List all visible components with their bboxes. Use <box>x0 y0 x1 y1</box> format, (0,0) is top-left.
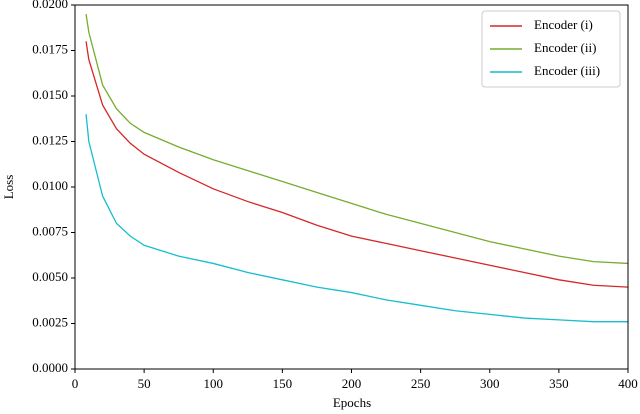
legend-label: Encoder (iii) <box>534 63 600 78</box>
y-tick-label: 0.0100 <box>32 178 68 193</box>
legend-label: Encoder (i) <box>534 17 593 32</box>
x-tick-label: 350 <box>549 376 569 391</box>
x-tick-label: 250 <box>411 376 431 391</box>
series-line <box>85 14 629 265</box>
x-tick-label: 300 <box>480 376 500 391</box>
legend-label: Encoder (ii) <box>534 40 596 55</box>
y-tick-label: 0.0050 <box>32 269 68 284</box>
x-tick-label: 200 <box>342 376 362 391</box>
y-tick-label: 0.0075 <box>32 223 68 238</box>
x-axis-label: Epochs <box>333 395 371 410</box>
x-tick-label: 100 <box>204 376 224 391</box>
x-tick-label: 150 <box>273 376 293 391</box>
series-line <box>85 114 628 323</box>
y-axis-label: Loss <box>1 175 16 200</box>
y-tick-label: 0.0125 <box>32 132 68 147</box>
y-tick-label: 0.0000 <box>32 360 68 375</box>
x-tick-label: 50 <box>138 376 151 391</box>
y-tick-label: 0.0025 <box>32 314 68 329</box>
y-tick-label: 0.0150 <box>32 87 68 102</box>
x-tick-label: 400 <box>618 376 638 391</box>
series-line <box>85 41 629 288</box>
legend-box <box>481 10 621 88</box>
plot-frame <box>74 4 629 370</box>
x-tick-label: 0 <box>72 376 79 391</box>
y-tick-label: 0.0175 <box>32 41 68 56</box>
y-tick-label: 0.0200 <box>32 0 68 11</box>
